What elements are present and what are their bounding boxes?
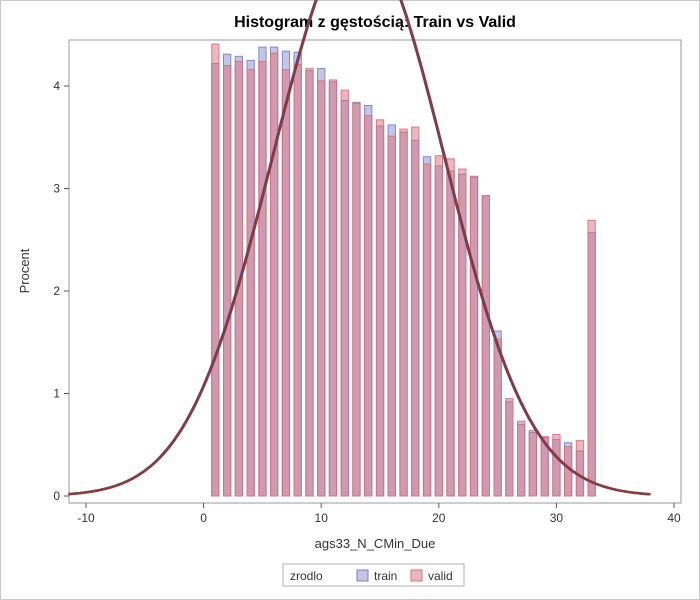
x-tick-label: -10 [77,511,95,525]
legend-label-train: train [374,569,397,583]
valid-bar-16 [387,135,396,497]
valid-bar-6 [270,52,279,497]
legend-label-valid: valid [428,569,453,583]
y-tick-label: 1 [53,387,60,401]
valid-bar-9 [305,68,314,497]
valid-bar-2 [223,65,232,497]
y-tick-label: 4 [53,79,60,93]
legend-title: zrodlo [290,569,323,583]
valid-bar-13 [352,102,361,497]
chart-title: Histogram z gęstością: Train vs Valid [234,14,516,31]
x-tick-label: 20 [432,511,446,525]
density-curves [68,0,651,496]
y-tick-label: 3 [53,182,60,196]
valid-bar-33 [587,219,596,497]
y-tick-label: 2 [53,284,60,298]
valid-bar-18 [411,126,420,497]
y-axis-label: Procent [17,248,32,293]
legend-swatch-valid [410,569,423,582]
valid-bar-7 [281,69,291,497]
valid-bar-26 [505,398,514,497]
valid-bar-21 [446,158,455,497]
x-tick-label: 30 [550,511,564,525]
x-tick-label: 10 [315,511,329,525]
legend: zrodlo train valid [282,563,465,587]
valid-bar-17 [399,128,408,497]
valid-bar-4 [246,69,255,497]
valid-bar-24 [481,195,491,497]
valid-bar-12 [340,89,349,497]
x-tick-label: 40 [667,511,681,525]
valid-bar-30 [552,434,561,497]
valid-bar-23 [469,175,479,497]
valid-bar-5 [258,60,267,497]
valid-bar-25 [493,338,502,497]
valid-bar-28 [528,429,538,497]
y-tick-label: 0 [53,489,60,503]
valid-bar-19 [422,163,432,497]
valid-bar-8 [293,64,302,497]
valid-bar-31 [564,446,573,497]
valid-bars [211,43,596,497]
valid-bar-1 [211,43,220,497]
valid-bar-27 [517,420,526,497]
legend-swatch-train [356,569,369,582]
valid-bar-11 [328,79,338,497]
y-axis: 0 1 2 3 4 [53,79,69,503]
valid-bar-29 [540,436,549,497]
valid-bar-20 [434,155,444,497]
valid-bar-10 [317,80,326,497]
x-tick-label: 0 [200,511,207,525]
x-axis: -10 0 10 20 30 40 [77,503,681,525]
x-axis-label: ags33_N_CMin_Due [315,536,436,551]
valid-bar-22 [458,168,467,497]
plot-area [68,39,682,504]
valid-bar-32 [575,440,585,497]
valid-bar-15 [375,119,385,497]
valid-bar-14 [364,115,373,497]
valid-density-curve [68,0,651,496]
